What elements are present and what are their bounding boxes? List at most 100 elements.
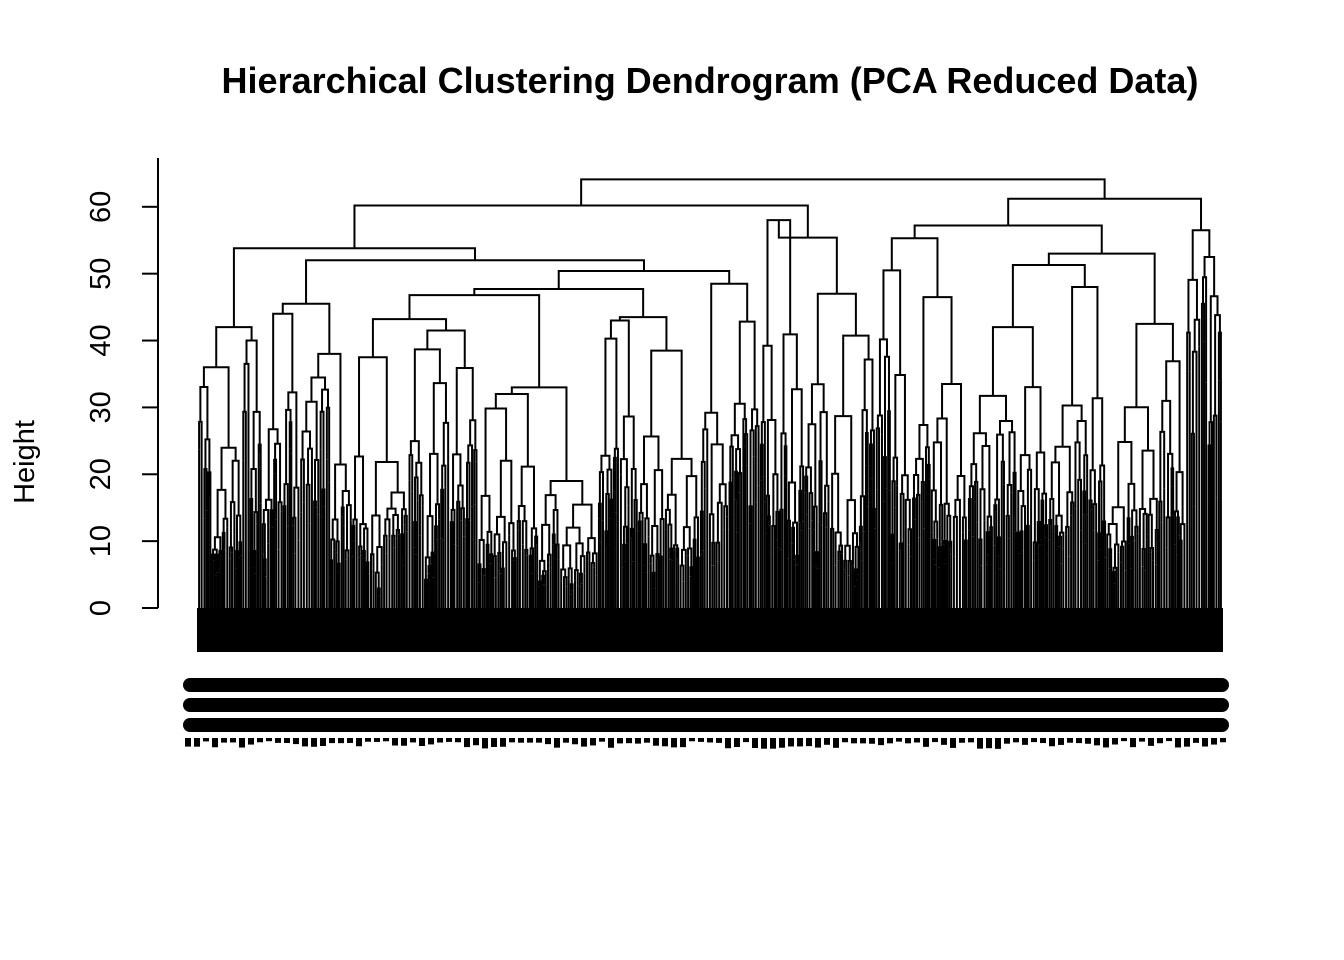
dendrogram-link bbox=[374, 571, 380, 589]
dendrogram-link bbox=[242, 410, 247, 461]
dendrogram-link bbox=[718, 483, 727, 507]
dendrogram-link bbox=[771, 524, 776, 554]
dendrogram-link bbox=[1167, 452, 1174, 518]
dendrogram-link bbox=[814, 551, 819, 569]
dendrogram-link bbox=[666, 493, 677, 546]
dendrogram-link bbox=[1202, 276, 1208, 383]
dendrogram-link bbox=[1099, 464, 1106, 522]
leaf-label-glyph bbox=[968, 738, 974, 743]
dendrogram-link bbox=[391, 534, 396, 551]
dendrogram-link bbox=[272, 312, 294, 430]
dendrogram-link bbox=[541, 523, 551, 561]
dendrogram-link bbox=[930, 489, 937, 533]
dendrogram-link bbox=[766, 419, 777, 496]
leaf-label-glyph bbox=[293, 738, 299, 745]
dendrogram-link bbox=[202, 366, 230, 448]
y-tick-label-30: 30 bbox=[85, 391, 117, 423]
dendrogram-link bbox=[941, 383, 963, 476]
dendrogram-link bbox=[442, 421, 450, 466]
dendrogram-link bbox=[549, 479, 584, 505]
dendrogram-link bbox=[943, 502, 950, 542]
dendrogram-link bbox=[904, 498, 911, 530]
leaf-label-row bbox=[183, 718, 1229, 732]
leaf-label-glyph bbox=[734, 738, 740, 748]
dendrogram-link bbox=[961, 516, 967, 541]
dendrogram-link bbox=[1158, 500, 1163, 541]
dendrogram-link bbox=[1207, 444, 1212, 491]
dendrogram-link bbox=[824, 484, 830, 514]
dendrogram-link bbox=[1200, 302, 1206, 369]
dendrogram-link bbox=[1141, 449, 1155, 509]
leaf-label-glyph bbox=[851, 738, 857, 744]
dendrogram-link bbox=[538, 559, 546, 582]
dendrogram-link bbox=[859, 495, 866, 532]
y-tick-label-40: 40 bbox=[85, 324, 117, 356]
leaf-label-glyph bbox=[842, 738, 848, 743]
dendrogram-link bbox=[305, 483, 311, 524]
dendrogram-link bbox=[643, 543, 648, 573]
leaf-label-glyph bbox=[608, 738, 614, 748]
leaf-label-glyph bbox=[869, 738, 875, 744]
dendrogram-link bbox=[235, 550, 239, 569]
dendrogram-link bbox=[622, 525, 628, 545]
dendrogram-link bbox=[780, 432, 787, 510]
dendrogram-link bbox=[313, 500, 317, 508]
dendrogram-link bbox=[762, 344, 773, 423]
leaf-label-glyph bbox=[1202, 738, 1208, 747]
dendrogram-link bbox=[384, 518, 391, 539]
dendrogram-link bbox=[264, 498, 273, 511]
dendrogram-link bbox=[400, 533, 405, 566]
leaf-label-glyph bbox=[383, 738, 389, 742]
leaf-label-glyph bbox=[1130, 738, 1136, 748]
leaf-label-glyph bbox=[275, 738, 281, 743]
dendrogram-link bbox=[669, 547, 674, 561]
dendrogram-link bbox=[604, 337, 618, 456]
dendrogram-link bbox=[883, 355, 890, 458]
dendrogram-link bbox=[630, 467, 637, 529]
dendrogram-link bbox=[991, 326, 1034, 396]
y-tick-label-60: 60 bbox=[85, 191, 117, 223]
dendrogram-link bbox=[710, 282, 749, 413]
dendrogram-link bbox=[212, 548, 218, 555]
leaf-label-glyph bbox=[1085, 738, 1091, 744]
dendrogram-link bbox=[787, 481, 797, 523]
dendrogram-link bbox=[335, 540, 340, 564]
dendrogram-link bbox=[912, 497, 916, 526]
leaf-label-glyph bbox=[203, 738, 209, 742]
dendrogram-link bbox=[613, 447, 619, 467]
leaf-label-glyph bbox=[896, 738, 902, 742]
dendrogram-link bbox=[257, 443, 262, 504]
leaf-label-glyph bbox=[554, 738, 560, 748]
dendrogram-link bbox=[1088, 499, 1093, 542]
dendrogram-link bbox=[486, 530, 493, 555]
dendrogram-link bbox=[292, 516, 297, 554]
dendrogram-link bbox=[816, 292, 857, 385]
leaf-label-glyph bbox=[779, 738, 785, 748]
dendrogram-link bbox=[981, 444, 991, 517]
dendrogram-link bbox=[542, 570, 547, 585]
dendrogram-link bbox=[854, 545, 860, 575]
leaf-label-glyph bbox=[941, 738, 947, 745]
dendrogram-link bbox=[485, 543, 490, 554]
leaf-label-glyph bbox=[194, 738, 200, 747]
leaf-label-glyph bbox=[563, 738, 569, 743]
dendrogram-link bbox=[211, 553, 216, 572]
dendrogram-link bbox=[838, 544, 844, 554]
dendrogram-link bbox=[898, 542, 903, 557]
leaf-label-region bbox=[183, 608, 1229, 749]
leaf-label-glyph bbox=[266, 738, 272, 742]
leaf-label-glyph bbox=[239, 738, 245, 748]
dendrogram-link bbox=[395, 529, 400, 539]
dendrogram-link bbox=[214, 553, 219, 576]
leaf-label-glyph bbox=[248, 738, 254, 745]
dendrogram-link bbox=[1123, 406, 1149, 451]
dendrogram-link bbox=[767, 515, 771, 526]
dendrogram-link bbox=[441, 464, 447, 490]
dendrogram-link bbox=[843, 559, 848, 573]
dendrogram-link bbox=[1193, 318, 1201, 352]
leaf-label-glyph bbox=[950, 738, 956, 748]
dendrogram-link bbox=[644, 517, 650, 545]
dendrogram-link bbox=[288, 421, 293, 454]
dendrogram-link bbox=[766, 219, 792, 346]
